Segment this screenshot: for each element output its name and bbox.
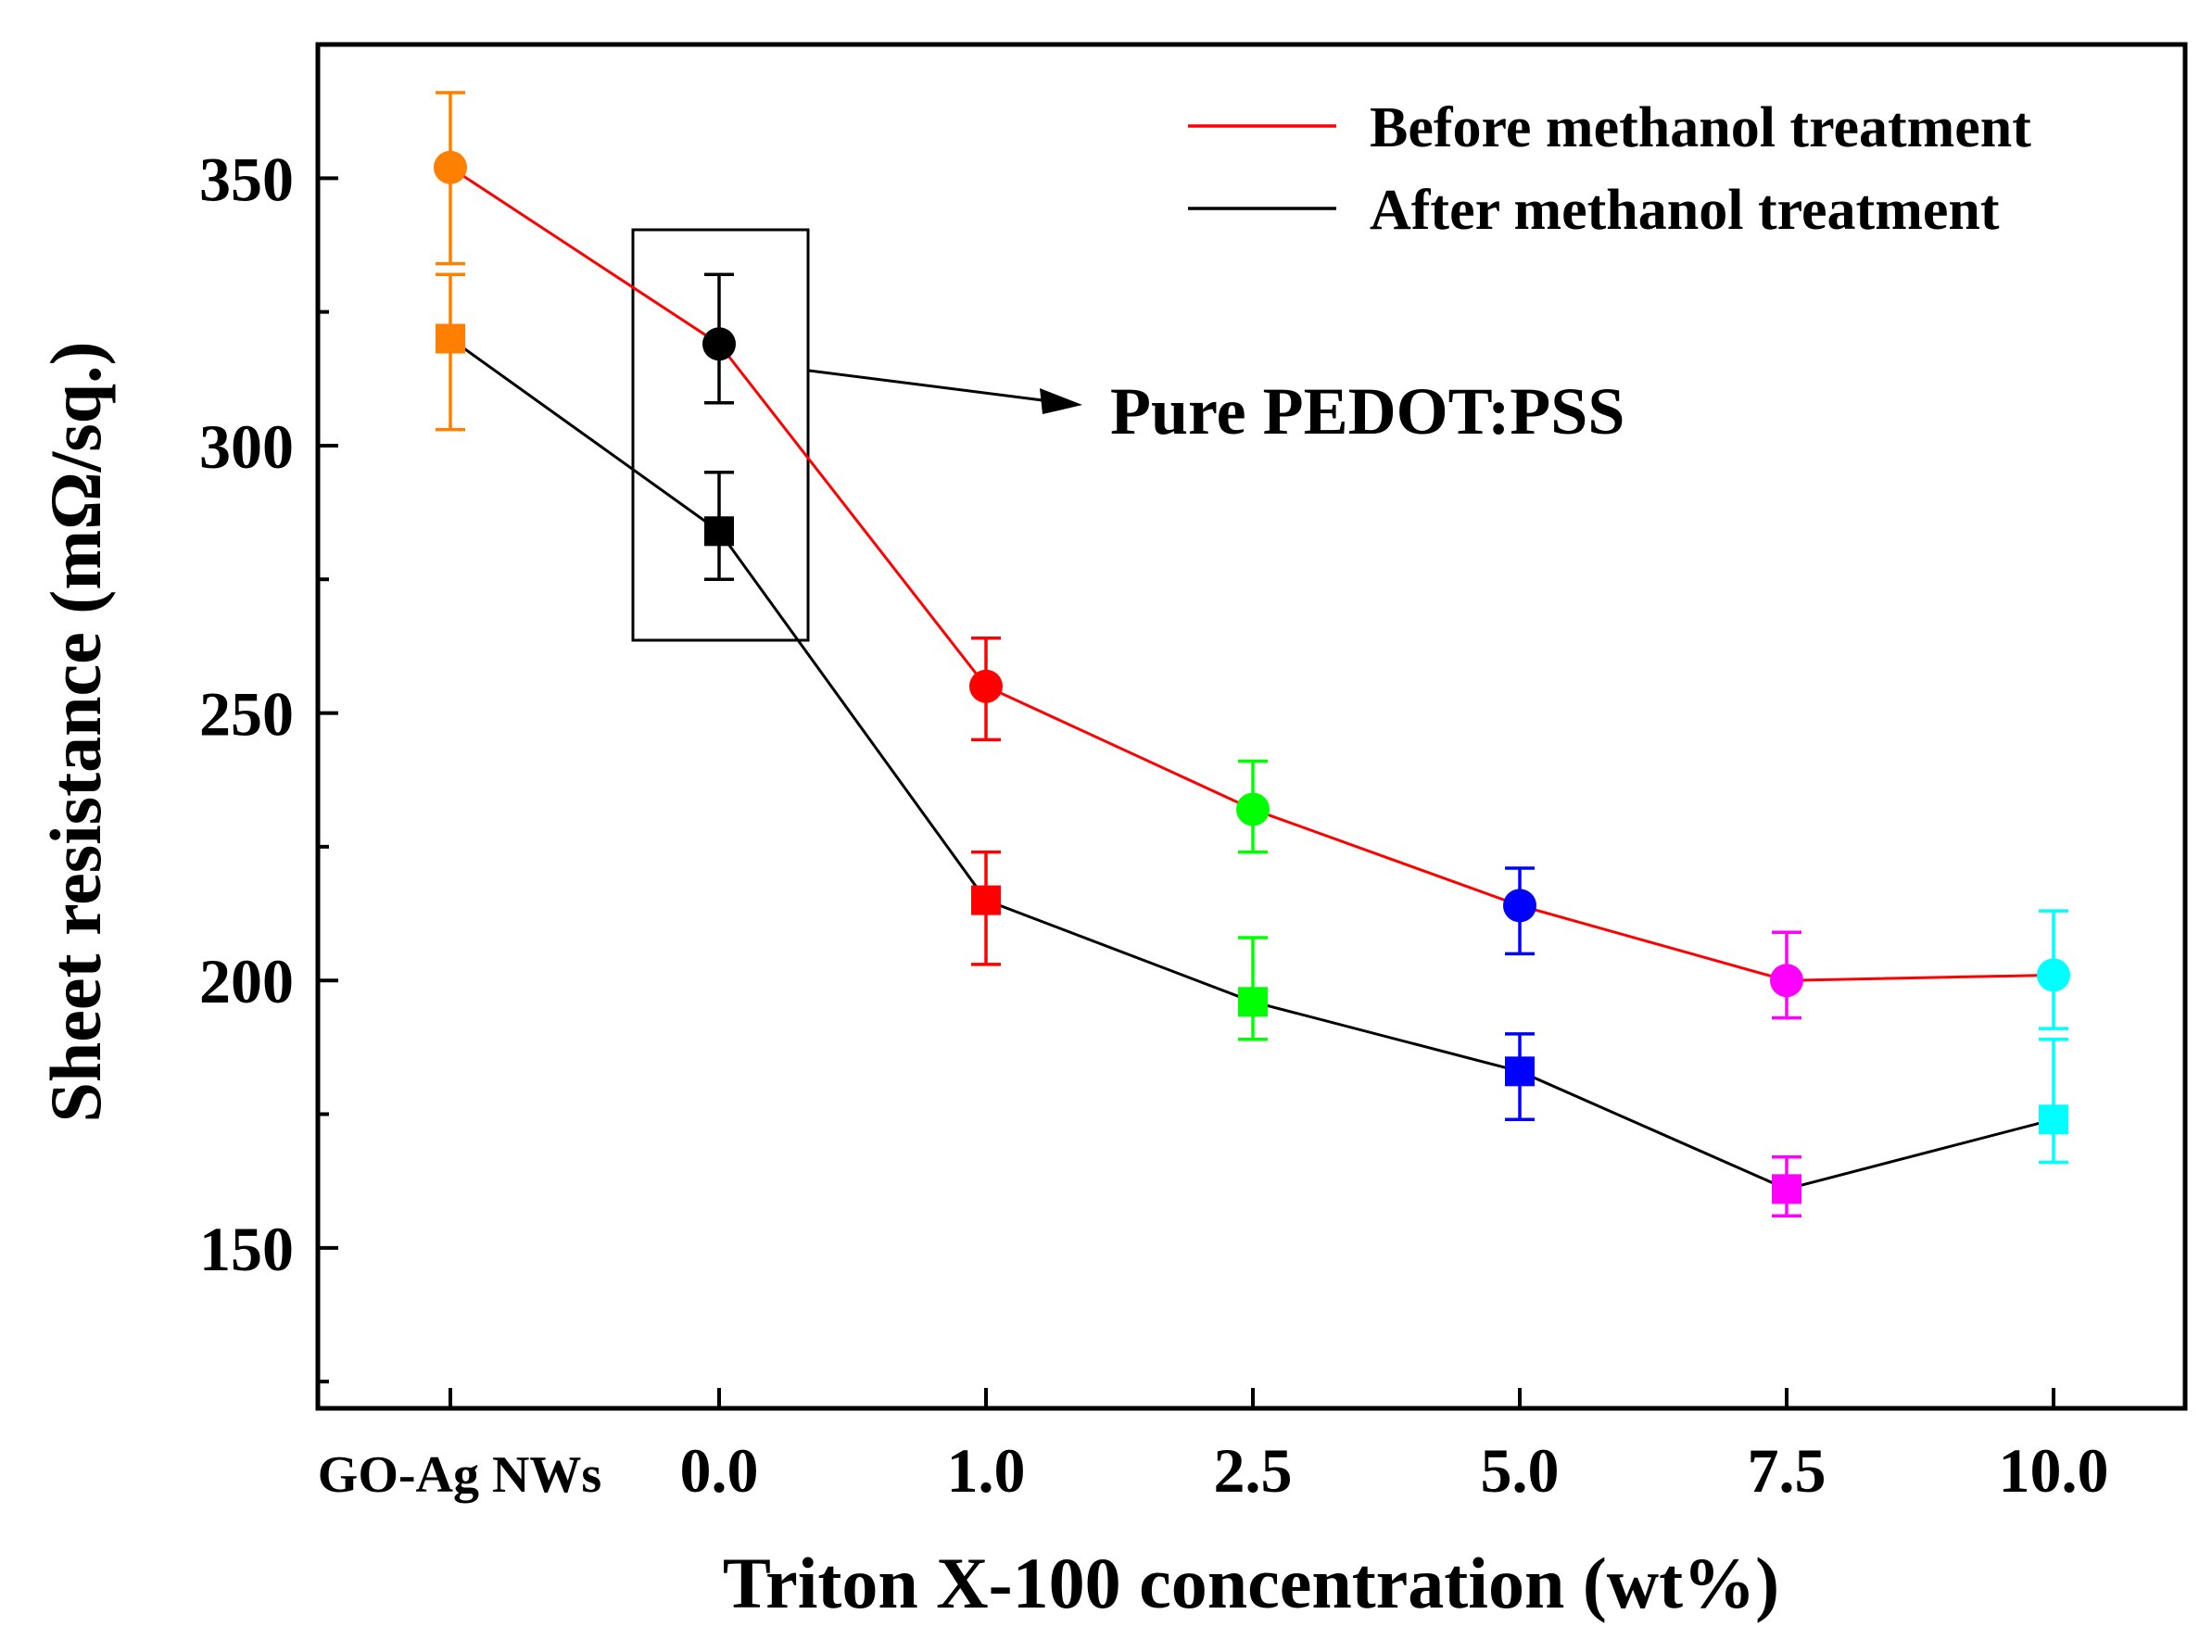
data-point-circle <box>969 669 1003 703</box>
x-axis-title: Triton X-100 concentration (wt%) <box>723 1543 1779 1623</box>
annotation: Pure PEDOT:PSS <box>631 228 1624 642</box>
data-point-circle <box>1503 889 1536 923</box>
x-tick-label: 10.0 <box>1999 1435 2109 1506</box>
annotation-arrow-head <box>1040 388 1082 414</box>
data-point-square <box>704 516 734 547</box>
data-point-square <box>971 885 1001 915</box>
y-axis-ticks: 150 200 250 300 350 <box>199 43 338 1384</box>
annotation-label: Pure PEDOT:PSS <box>1110 374 1624 448</box>
data-point-circle <box>1236 792 1270 826</box>
y-tick-label: 250 <box>199 679 294 750</box>
data-point-square <box>1505 1056 1535 1087</box>
x-axis-ticks: GO-Ag NWs 0.0 1.0 2.5 5.0 7.5 10.0 <box>318 1388 2109 1506</box>
y-tick-label: 300 <box>199 411 294 482</box>
data-point-circle <box>702 327 736 361</box>
y-tick-label: 150 <box>199 1214 294 1284</box>
x-tick-label: 7.5 <box>1748 1435 1826 1506</box>
data-point-square <box>1238 987 1268 1017</box>
annotation-arrow <box>808 369 1043 402</box>
x-tick-label: 2.5 <box>1214 1435 1293 1506</box>
x-tick-label: GO-Ag NWs <box>318 1446 601 1504</box>
data-markers <box>434 150 2070 1204</box>
x-tick-label: 0.0 <box>680 1435 759 1506</box>
data-point-square <box>2039 1104 2068 1135</box>
legend-label: After methanol treatment <box>1370 179 2000 242</box>
data-point-circle <box>1770 964 1803 998</box>
data-point-circle <box>434 150 467 184</box>
data-point-square <box>436 323 465 354</box>
data-point-circle <box>2037 958 2070 992</box>
error-bar <box>2039 1037 2068 1165</box>
data-point-square <box>1772 1174 1801 1204</box>
annotation-box <box>631 228 810 642</box>
y-tick-label: 350 <box>199 144 294 214</box>
x-tick-label: 5.0 <box>1481 1435 1560 1506</box>
y-axis-title: Sheet resistance (mΩ/sq.) <box>35 341 116 1122</box>
x-tick-label: 1.0 <box>947 1435 1026 1506</box>
legend: Before methanol treatment After methanol … <box>1188 96 2031 242</box>
y-tick-label: 200 <box>199 946 294 1016</box>
legend-label: Before methanol treatment <box>1370 96 2031 159</box>
